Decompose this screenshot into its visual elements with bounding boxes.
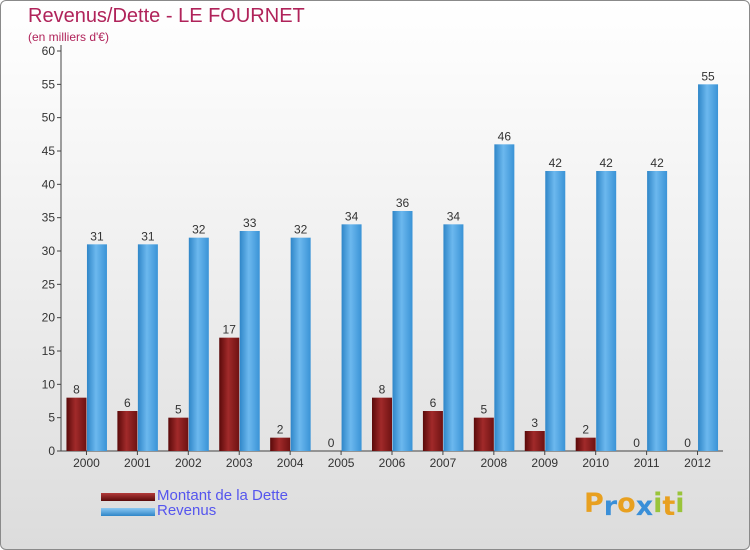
bar-revenus <box>341 224 362 451</box>
bar-dette <box>473 417 494 451</box>
y-tick-label: 35 <box>42 211 56 225</box>
logo-letter: P <box>584 488 604 519</box>
x-tick-label: 2004 <box>277 456 304 470</box>
x-tick-label: 2001 <box>124 456 151 470</box>
legend-swatch-revenus <box>101 508 155 516</box>
bar-revenus <box>188 237 209 451</box>
data-label-revenus: 42 <box>650 156 664 170</box>
chart-title: Revenus/Dette - LE FOURNET <box>28 5 305 27</box>
legend-swatch-dette <box>101 493 155 501</box>
bar-dette <box>575 437 596 451</box>
bar-revenus <box>290 237 311 451</box>
data-label-revenus: 34 <box>345 209 359 223</box>
legend-label-dette: Montant de la Dette <box>157 487 288 504</box>
bar-revenus <box>239 231 260 451</box>
bar-dette <box>372 397 392 451</box>
legend-label-revenus: Revenus <box>157 502 217 519</box>
data-label-revenus: 32 <box>192 223 206 237</box>
bar-revenus <box>86 244 107 451</box>
y-tick-label: 50 <box>42 111 56 125</box>
bar-dette <box>117 411 138 451</box>
data-label-dette: 0 <box>328 436 335 450</box>
bar-dette <box>168 417 189 451</box>
x-tick-label: 2007 <box>430 456 457 470</box>
bar-revenus <box>647 171 668 451</box>
y-tick-label: 60 <box>42 44 56 58</box>
data-label-revenus: 32 <box>294 223 308 237</box>
bar-dette <box>219 337 240 451</box>
chart-subtitle: (en milliers d'€) <box>28 30 109 44</box>
bar-dette <box>524 431 545 451</box>
y-tick-label: 45 <box>42 144 56 158</box>
x-tick-label: 2005 <box>328 456 355 470</box>
logo-letter: i <box>675 488 685 519</box>
y-tick-label: 5 <box>48 411 55 425</box>
logo-letter: x <box>635 491 654 522</box>
data-label-dette: 5 <box>175 403 182 417</box>
bar-revenus <box>494 144 515 452</box>
bar-dette <box>66 397 87 451</box>
data-label-revenus: 55 <box>701 69 715 83</box>
data-label-dette: 0 <box>633 436 640 450</box>
y-tick-label: 40 <box>42 177 56 191</box>
logo-letter: r <box>603 491 618 522</box>
x-tick-label: 2006 <box>379 456 406 470</box>
x-tick-label: 2002 <box>175 456 202 470</box>
bar-revenus <box>545 171 566 451</box>
y-tick-label: 0 <box>48 444 55 458</box>
x-tick-label: 2000 <box>73 456 100 470</box>
data-label-revenus: 42 <box>549 156 563 170</box>
data-label-dette: 6 <box>430 396 437 410</box>
data-label-dette: 2 <box>582 423 589 437</box>
bar-revenus <box>698 84 719 451</box>
logo-letter: i <box>653 488 663 519</box>
logo-letter: t <box>662 491 676 522</box>
x-tick-label: 2009 <box>531 456 558 470</box>
logo-letter: o <box>617 488 636 519</box>
data-label-revenus: 36 <box>396 196 410 210</box>
x-tick-label: 2003 <box>226 456 253 470</box>
data-label-revenus: 34 <box>447 209 461 223</box>
x-tick-label: 2010 <box>582 456 609 470</box>
bar-dette <box>270 437 291 451</box>
bar-revenus <box>137 244 158 451</box>
x-tick-label: 2011 <box>634 456 660 470</box>
data-label-revenus: 31 <box>90 229 104 243</box>
data-label-revenus: 46 <box>498 129 512 143</box>
data-label-dette: 0 <box>684 436 691 450</box>
bar-revenus <box>443 224 464 451</box>
bar-dette <box>422 411 443 451</box>
y-tick-label: 55 <box>42 77 56 91</box>
y-tick-label: 20 <box>42 311 56 325</box>
data-label-dette: 8 <box>73 383 80 397</box>
bar-revenus <box>596 171 617 451</box>
y-tick-label: 30 <box>42 244 56 258</box>
y-tick-label: 10 <box>42 377 56 391</box>
data-label-dette: 17 <box>223 323 237 337</box>
data-label-dette: 5 <box>481 403 488 417</box>
data-label-revenus: 31 <box>141 229 155 243</box>
data-label-dette: 6 <box>124 396 131 410</box>
bar-revenus <box>392 211 413 451</box>
data-label-dette: 8 <box>379 383 386 397</box>
y-tick-label: 25 <box>42 277 56 291</box>
x-tick-label: 2008 <box>480 456 507 470</box>
data-label-dette: 2 <box>277 423 284 437</box>
data-label-revenus: 42 <box>600 156 614 170</box>
data-label-revenus: 33 <box>243 216 257 230</box>
y-tick-label: 15 <box>42 344 56 358</box>
data-label-dette: 3 <box>531 416 538 430</box>
proxiti-logo: Proxiti <box>584 488 685 522</box>
x-tick-label: 2012 <box>684 456 711 470</box>
